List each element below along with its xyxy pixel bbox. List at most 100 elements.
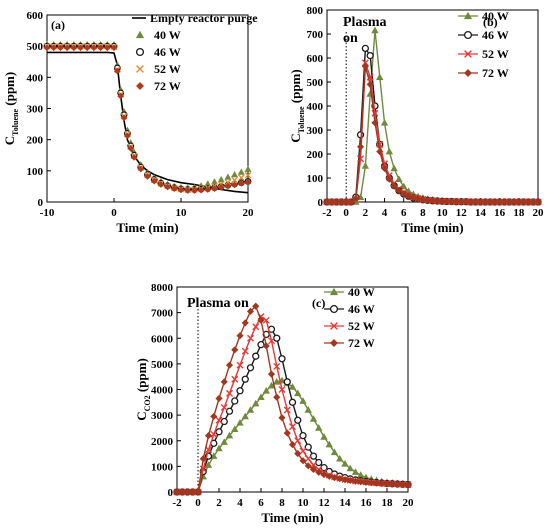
x-tick-label: 4 <box>382 207 388 219</box>
data-point <box>452 198 461 206</box>
data-point <box>500 198 508 206</box>
data-point <box>294 449 302 458</box>
data-point <box>210 452 218 459</box>
legend-marker <box>329 304 339 314</box>
data-point <box>173 488 181 496</box>
legend-marker <box>136 65 144 73</box>
data-point <box>288 441 297 449</box>
y-tick-label: 8000 <box>151 282 174 294</box>
data-point <box>424 196 432 204</box>
data-point <box>361 62 369 70</box>
y-tick-label: 0 <box>38 197 44 209</box>
data-point <box>357 155 365 163</box>
legend-label: 40 W <box>154 28 181 42</box>
data-point <box>120 114 128 122</box>
x-tick-label: 20 <box>533 207 545 219</box>
data-point <box>183 488 192 496</box>
y-tick-label: 300 <box>307 125 324 137</box>
data-point <box>50 44 58 52</box>
x-tick-label: -2 <box>172 497 182 509</box>
x-tick-label: 2 <box>216 497 222 509</box>
y-axis-label-unit: (ppm) <box>134 358 149 395</box>
data-point <box>231 181 238 189</box>
data-point <box>294 416 302 424</box>
y-tick-label: 300 <box>27 104 44 116</box>
data-point <box>268 337 275 345</box>
y-tick-label: 4000 <box>151 385 174 397</box>
data-point <box>515 198 523 206</box>
x-axis-label: Time (min) <box>261 510 323 525</box>
data-point <box>404 192 413 200</box>
data-point <box>366 51 374 60</box>
data-point <box>178 488 186 496</box>
legend-label: 52 W <box>154 62 181 76</box>
data-point <box>225 407 234 415</box>
data-point <box>330 474 339 482</box>
y-tick-label: 500 <box>307 77 324 89</box>
legend-label: 46 W <box>348 302 375 316</box>
legend-marker <box>463 11 473 20</box>
data-point <box>97 44 104 52</box>
data-point <box>337 198 345 206</box>
data-point <box>361 44 370 53</box>
y-tick-label: 400 <box>27 72 44 84</box>
data-point <box>252 399 260 407</box>
data-point <box>215 444 223 452</box>
data-point <box>299 447 307 455</box>
data-point <box>110 44 118 52</box>
panel-label: (c) <box>312 296 325 310</box>
plasma-annotation: Plasma on <box>187 296 249 311</box>
data-point <box>299 431 307 440</box>
data-point <box>278 386 286 393</box>
x-tick-label: 8 <box>420 207 426 219</box>
data-point <box>83 44 91 52</box>
x-tick-label: 16 <box>494 207 506 219</box>
data-point <box>247 334 254 342</box>
data-point <box>231 170 239 178</box>
legend-marker <box>329 287 339 296</box>
data-point <box>390 164 398 172</box>
data-point <box>283 406 291 414</box>
data-point <box>77 44 84 52</box>
y-axis-label-unit: (ppm) <box>2 72 17 109</box>
data-point <box>211 185 218 192</box>
legend-label: 52 W <box>348 319 375 333</box>
data-point <box>315 468 323 476</box>
data-point <box>224 182 232 190</box>
y-tick-label: 200 <box>307 149 324 161</box>
data-point <box>288 398 297 406</box>
data-point <box>117 92 125 100</box>
data-point <box>252 352 260 360</box>
legend-label: 40 W <box>348 285 375 299</box>
data-point <box>278 355 286 363</box>
data-point <box>220 403 228 411</box>
x-tick-label: 4 <box>237 497 243 509</box>
y-axis-label-main: C <box>2 136 17 145</box>
x-tick-label: 6 <box>401 207 407 219</box>
data-point <box>237 168 245 175</box>
data-point <box>388 480 396 488</box>
data-point <box>246 406 255 413</box>
x-tick-label: 12 <box>456 207 468 219</box>
data-point <box>194 488 202 496</box>
y-tick-label: 600 <box>27 10 44 22</box>
y-tick-label: 100 <box>27 166 44 178</box>
data-point <box>288 383 297 390</box>
data-point <box>347 198 355 206</box>
data-point <box>252 323 260 331</box>
data-point <box>380 118 389 126</box>
data-point <box>262 316 270 324</box>
y-axis-label-main: C <box>134 411 149 420</box>
data-point <box>341 459 349 467</box>
data-point <box>534 198 542 206</box>
data-point <box>217 175 225 183</box>
data-point <box>505 198 513 206</box>
data-point <box>419 196 427 204</box>
data-point <box>241 375 249 383</box>
data-point <box>304 462 312 470</box>
data-point <box>113 67 121 75</box>
data-point <box>236 387 244 395</box>
x-tick-label: 2 <box>363 207 369 219</box>
